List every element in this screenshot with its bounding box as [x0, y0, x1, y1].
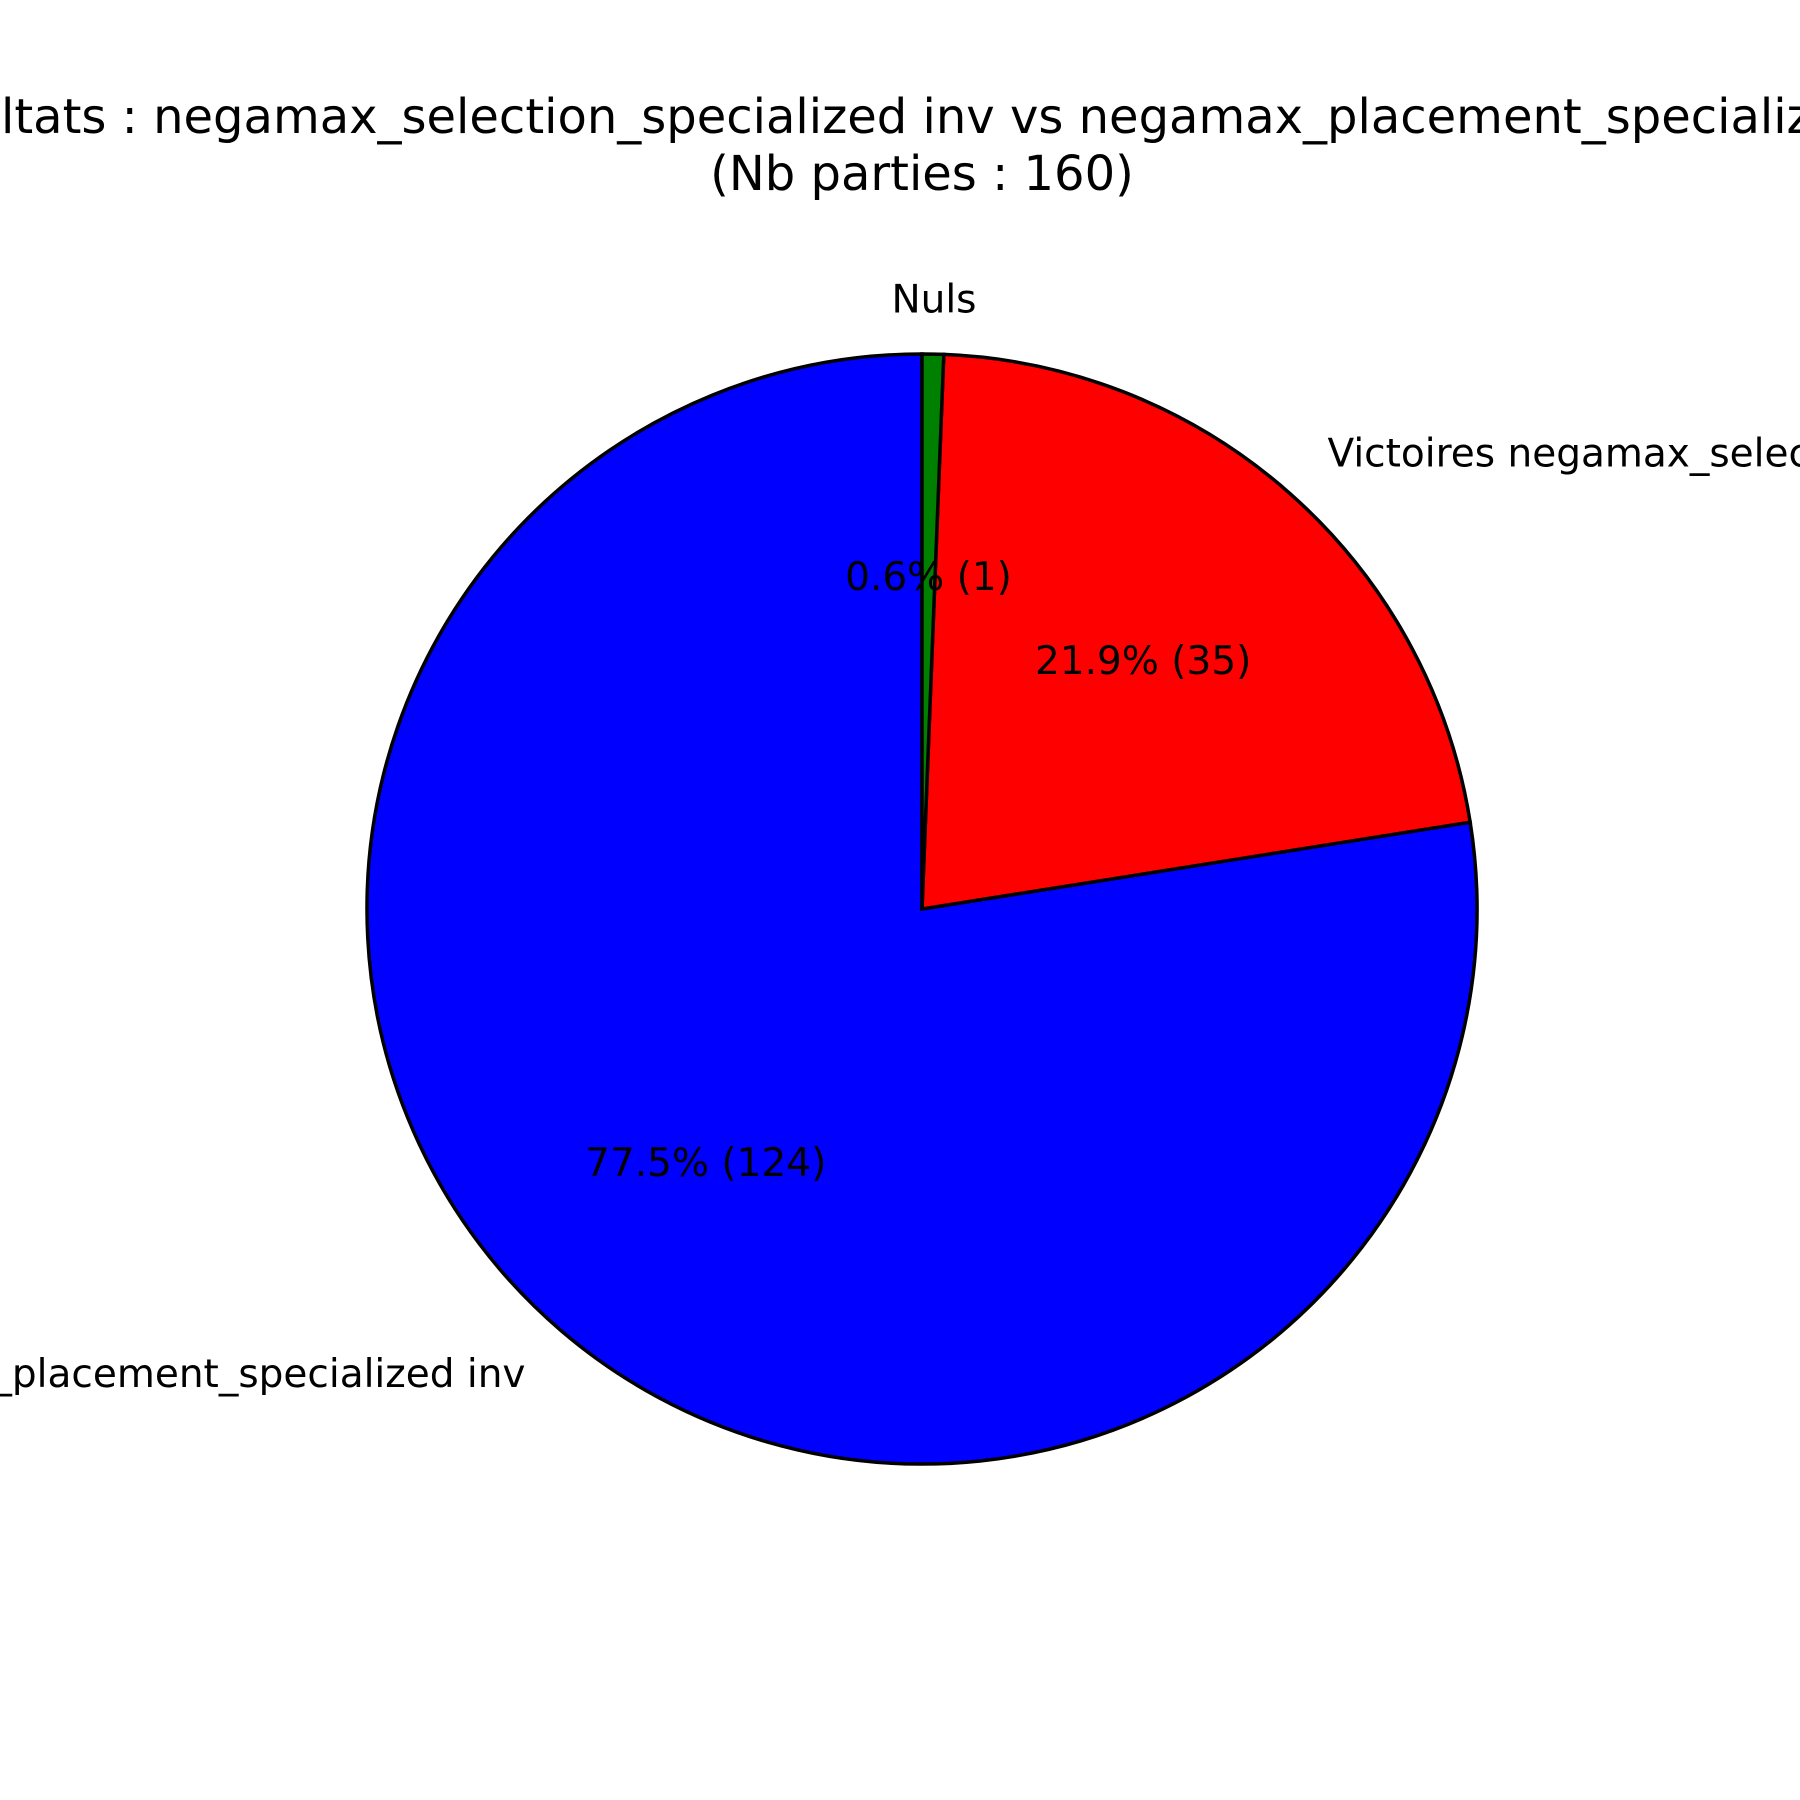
pct-label-placement: 77.5% (124): [585, 1141, 826, 1186]
slice-nuls: [920, 352, 946, 910]
pie-labels: 21.9% (35) Victoires negamax_selection_sp…: [0, 278, 1800, 1398]
chart-title-line1: Résultats : negamax_selection_specialize…: [0, 89, 1800, 145]
slice-label-selection: Victoires negamax_selection_specialized …: [1328, 432, 1800, 477]
slice-victoires-selection: [920, 352, 1473, 912]
pct-label-nuls: 0.6% (1): [845, 555, 1012, 600]
pct-label-selection: 21.9% (35): [1035, 639, 1251, 684]
slice-label-placement: Victoires negamax_placement_specialized …: [0, 1352, 526, 1397]
chart-title-line2: (Nb parties : 160): [710, 146, 1134, 202]
slice-label-nuls: Nuls: [891, 278, 976, 323]
pie-slices: [365, 352, 1479, 1466]
